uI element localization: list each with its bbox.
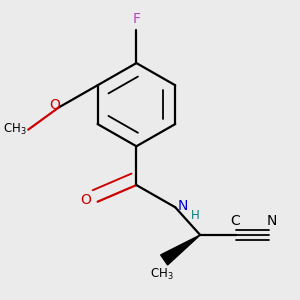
Text: CH$_3$: CH$_3$ [149, 267, 173, 282]
Text: CH$_3$: CH$_3$ [3, 122, 27, 137]
Text: F: F [132, 12, 140, 26]
Text: O: O [80, 193, 91, 207]
Polygon shape [161, 235, 200, 265]
Text: N: N [178, 199, 188, 213]
Text: N: N [266, 214, 277, 228]
Text: O: O [49, 98, 60, 112]
Text: H: H [190, 209, 199, 222]
Text: C: C [230, 214, 240, 228]
